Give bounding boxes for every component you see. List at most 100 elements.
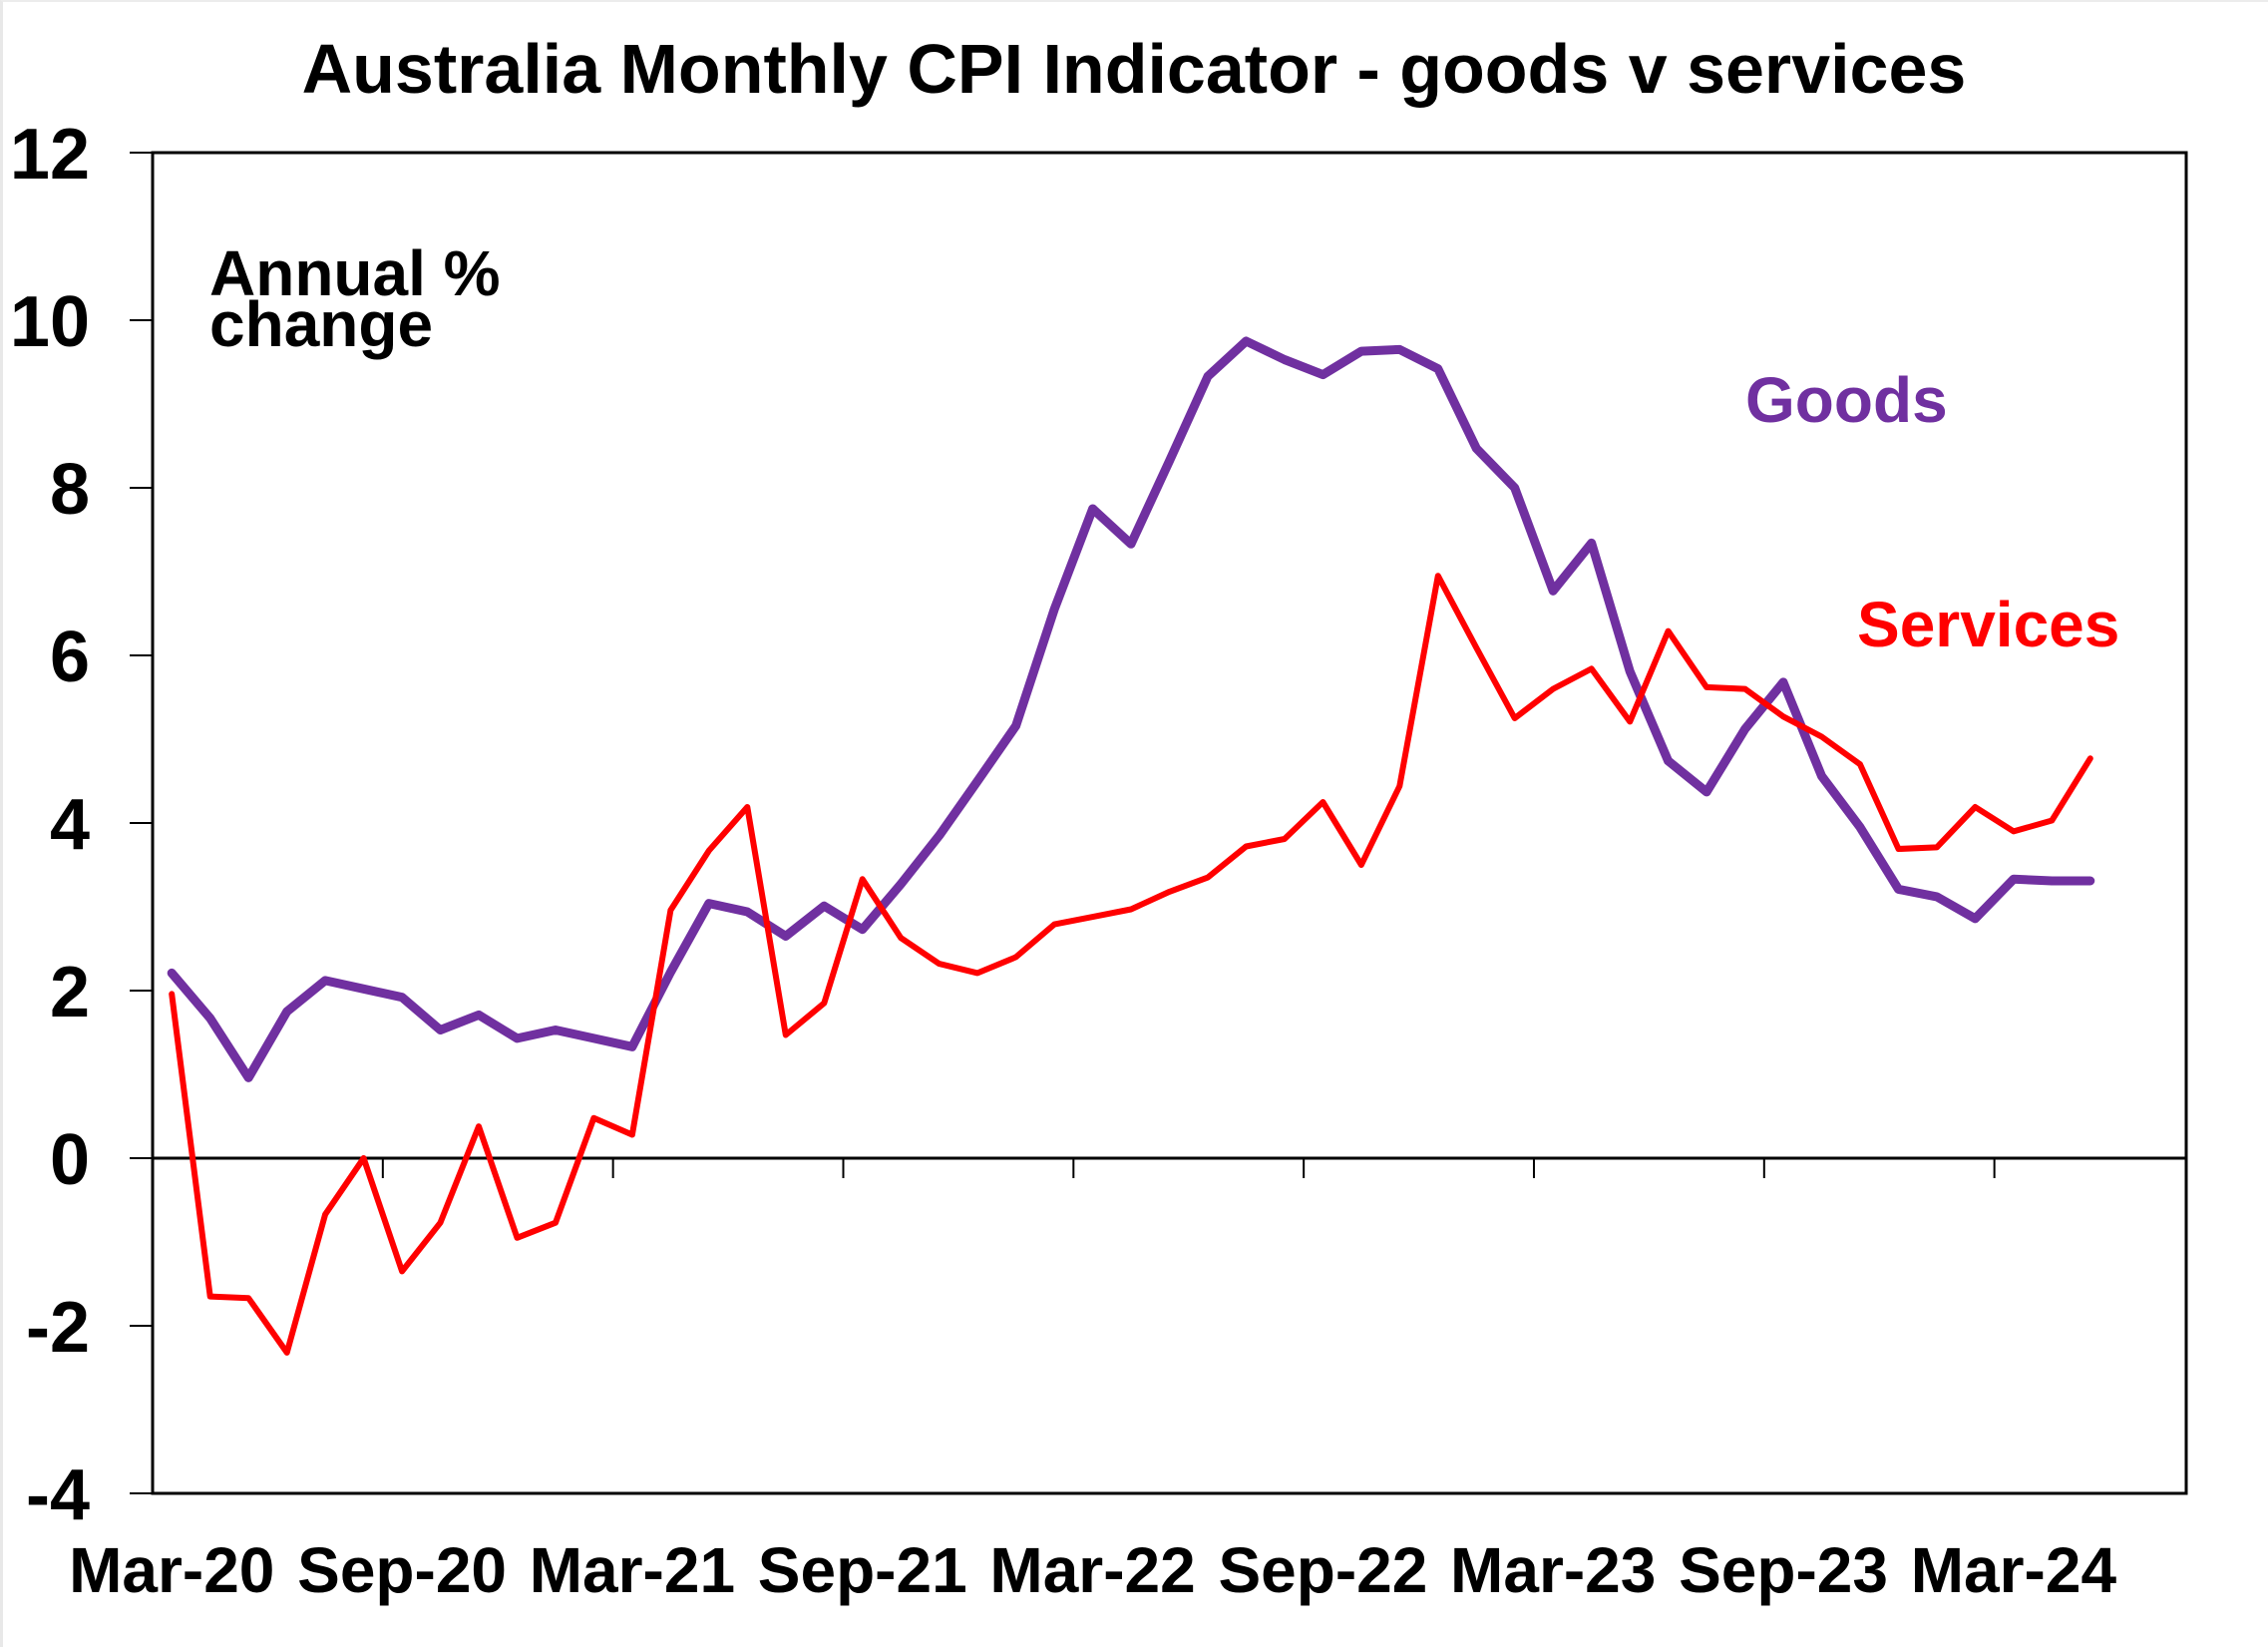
data-point-services [1053, 924, 1055, 926]
data-point-services [1207, 877, 1209, 879]
data-point-services [1744, 688, 1746, 690]
annotation-line-2: change [209, 288, 433, 360]
plot-border [151, 151, 2188, 1495]
data-point-goods [555, 1029, 557, 1030]
data-point-goods [209, 1018, 211, 1020]
x-tick-label: Sep-22 [1218, 1534, 1427, 1606]
data-point-goods [286, 1011, 288, 1013]
data-point-services [976, 972, 978, 974]
y-tick-label: 2 [50, 953, 90, 1032]
data-point-services [247, 1297, 249, 1299]
y-tick-label: -4 [26, 1455, 90, 1535]
data-point-goods [1936, 896, 1938, 898]
y-tick-label: 8 [50, 450, 90, 530]
data-point-goods [1859, 826, 1861, 828]
data-point-services [746, 806, 748, 808]
data-point-goods [976, 780, 978, 782]
data-point-services [440, 1222, 442, 1224]
data-point-services [669, 909, 671, 911]
data-point-goods [669, 972, 671, 974]
data-point-services [1629, 720, 1631, 722]
data-point-goods [478, 1014, 480, 1016]
data-point-goods [1015, 725, 1017, 727]
data-point-services [324, 1213, 326, 1215]
data-point-services [1821, 735, 1823, 737]
data-point-services [862, 878, 864, 880]
data-point-services [939, 963, 941, 965]
data-point-services [1360, 864, 1362, 866]
x-tick-label: Mar-21 [530, 1534, 735, 1606]
data-point-services [1897, 848, 1899, 850]
data-point-services [209, 1296, 211, 1298]
x-tick-label: Sep-23 [1679, 1534, 1888, 1606]
data-point-goods [1092, 508, 1094, 510]
data-point-goods [247, 1076, 249, 1078]
data-point-services [286, 1352, 288, 1354]
data-point-services [1130, 909, 1132, 911]
chart-title: Australia Monthly CPI Indicator - goods … [302, 30, 1967, 108]
data-point-services [1668, 630, 1670, 632]
data-point-goods [1130, 543, 1132, 545]
data-point-services [1782, 715, 1784, 717]
data-point-services [708, 850, 710, 852]
data-point-services [1514, 717, 1516, 719]
data-point-services [1591, 667, 1593, 669]
x-axis: Mar-20 Sep-20 Mar-21 Sep-21 Mar-22 Sep-22 Mar-… [69, 1156, 2186, 1606]
data-point-goods [1245, 340, 1247, 342]
data-point-services [1437, 575, 1439, 577]
data-point-services [1552, 688, 1554, 690]
data-point-services [1015, 956, 1017, 958]
data-point-services [2013, 830, 2015, 832]
data-point-goods [2051, 880, 2053, 882]
data-point-services [1974, 806, 1976, 808]
data-point-goods [862, 929, 864, 931]
data-point-goods [1053, 609, 1055, 611]
data-point-goods [592, 1037, 594, 1039]
data-point-goods [516, 1037, 518, 1039]
data-point-goods [1360, 350, 1362, 352]
data-point-services [1475, 646, 1477, 648]
data-point-goods [1668, 760, 1670, 762]
data-point-goods [401, 997, 403, 999]
data-point-goods [171, 972, 173, 974]
data-point-services [171, 993, 173, 995]
x-tick-label: Mar-23 [1450, 1534, 1656, 1606]
data-point-goods [1974, 918, 1976, 920]
y-tick-label: 12 [10, 115, 90, 195]
data-point-goods [324, 980, 326, 982]
data-point-goods [746, 911, 748, 913]
data-point-services [555, 1222, 557, 1224]
data-point-services [1705, 686, 1707, 688]
data-point-goods [900, 883, 902, 885]
data-point-goods [1821, 775, 1823, 777]
data-point-services [823, 1003, 825, 1005]
data-point-goods [1705, 791, 1707, 793]
data-point-services [900, 937, 902, 939]
data-point-goods [785, 935, 787, 937]
data-point-goods [1782, 681, 1784, 683]
data-point-services [516, 1237, 518, 1239]
data-point-services [478, 1125, 480, 1127]
data-point-goods [1169, 460, 1170, 462]
data-point-goods [1398, 348, 1400, 350]
plot-area [151, 151, 2188, 1495]
y-tick-label: 0 [50, 1120, 90, 1200]
series-goods [167, 336, 2095, 1082]
data-point-goods [1744, 728, 1746, 730]
data-point-services [592, 1117, 594, 1119]
y-tick-label: -2 [26, 1288, 90, 1368]
data-point-services [1245, 846, 1247, 848]
data-point-services [1398, 785, 1400, 787]
data-point-goods [823, 905, 825, 907]
x-tick-label: Mar-22 [989, 1534, 1195, 1606]
data-point-goods [631, 1045, 633, 1047]
annotation-line-1: Annual % [209, 237, 501, 309]
data-point-services [2089, 757, 2091, 759]
data-point-services [1859, 763, 1861, 765]
y-tick-label: 4 [50, 785, 90, 865]
data-point-goods [708, 903, 710, 905]
data-point-services [401, 1270, 403, 1272]
data-point-goods [1475, 448, 1477, 450]
data-point-services [1936, 846, 1938, 848]
